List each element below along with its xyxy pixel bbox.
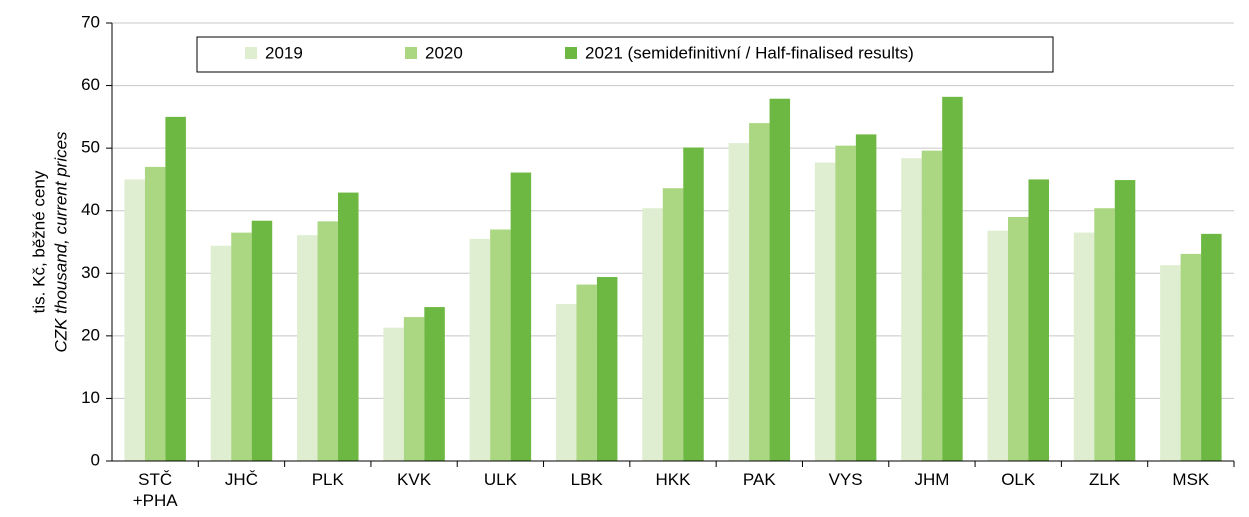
x-tick-label: JHČ [225, 470, 258, 489]
bar [210, 245, 232, 461]
bar [576, 284, 597, 461]
x-tick-label: PLK [312, 470, 345, 489]
y-tick-label: 0 [91, 450, 100, 469]
bar [1114, 180, 1136, 461]
legend-label: 2020 [425, 43, 463, 62]
legend-swatch [405, 47, 417, 59]
y-tick-label: 20 [81, 325, 100, 344]
bar [144, 166, 166, 461]
y-tick-label: 30 [81, 263, 100, 282]
x-tick-label: JHM [914, 470, 949, 489]
bar [987, 230, 1008, 461]
bar [728, 143, 750, 461]
bar [662, 188, 684, 461]
bar [1028, 179, 1049, 461]
bar [1073, 232, 1095, 461]
bar [297, 235, 318, 461]
y-tick-label: 70 [81, 12, 100, 31]
bar [251, 220, 273, 461]
bar [596, 277, 618, 461]
bar [383, 327, 404, 461]
x-tick-label: KVK [397, 470, 432, 489]
x-tick-label: PAK [743, 470, 776, 489]
legend-swatch [245, 47, 257, 59]
bar [165, 116, 186, 461]
y-tick-label: 50 [81, 138, 100, 157]
bar [1180, 253, 1202, 461]
bar [855, 134, 877, 461]
y-axis-label: tis. Kč, běžné ceny [29, 170, 48, 313]
bar [769, 98, 791, 461]
bar [469, 238, 491, 461]
bar [1201, 233, 1222, 461]
x-tick-label: VYS [829, 470, 863, 489]
x-tick-label: STČ +PHA [133, 470, 179, 510]
legend-label: 2021 (semidefinitivní / Half-finalised r… [585, 43, 914, 62]
y-axis-label-en: CZK thousand, current prices [51, 131, 70, 353]
y-tick-label: 60 [81, 75, 100, 94]
legend-box [196, 36, 1054, 73]
bar [1007, 216, 1029, 461]
bar [814, 162, 836, 461]
bar [1160, 265, 1181, 461]
legend-label: 2019 [265, 43, 303, 62]
bar [749, 123, 770, 461]
bar [424, 307, 445, 461]
y-tick-label: 10 [81, 388, 100, 407]
bar [921, 150, 943, 461]
bar [231, 232, 252, 461]
bar [317, 221, 339, 461]
bar [403, 317, 425, 461]
bar [124, 179, 145, 461]
bar [835, 145, 856, 461]
legend-swatch [565, 47, 577, 59]
x-tick-label: LBK [571, 470, 604, 489]
bar [555, 303, 577, 461]
bar [683, 147, 704, 461]
bar [490, 229, 511, 461]
bar [1094, 208, 1115, 461]
x-tick-label: HKK [656, 470, 692, 489]
x-tick-label: ULK [484, 470, 518, 489]
bar [642, 208, 663, 461]
bar [338, 192, 359, 461]
bar [901, 158, 922, 461]
x-tick-label: MSK [1172, 470, 1210, 489]
x-tick-label: ZLK [1089, 470, 1121, 489]
y-tick-label: 40 [81, 200, 100, 219]
bar [942, 96, 963, 461]
bar [510, 172, 532, 461]
x-tick-label: OLK [1001, 470, 1036, 489]
